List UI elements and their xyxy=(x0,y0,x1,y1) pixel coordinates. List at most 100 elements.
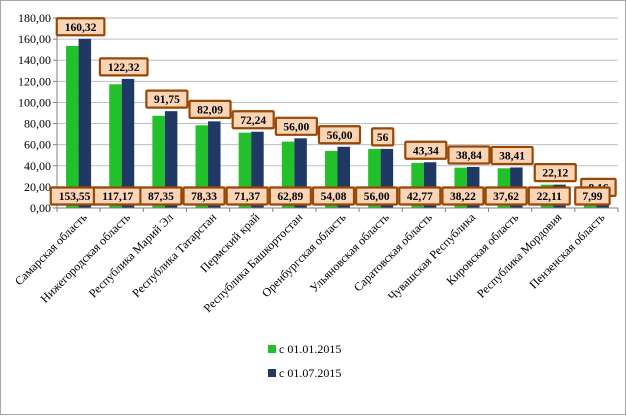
y-tick-label: 0,00 xyxy=(30,201,51,215)
y-tick-label: 180,00 xyxy=(18,11,51,25)
data-label-series-2: 122,32 xyxy=(98,57,149,77)
data-label-series-2-box xyxy=(404,140,448,160)
legend-swatch-series-2 xyxy=(268,369,276,377)
data-label-series-1-text: 38,22 xyxy=(450,191,476,203)
data-label-series-1: 38,22 xyxy=(441,186,485,206)
data-label-series-2-text: 56,00 xyxy=(283,121,309,133)
y-tick-label: 60,00 xyxy=(24,138,51,152)
data-label-series-2-text: 122,32 xyxy=(108,62,140,74)
data-label-series-1-box xyxy=(139,186,183,206)
data-label-series-1-box xyxy=(225,186,269,206)
data-label-series-2: 91,75 xyxy=(145,89,189,109)
data-label-series-1-text: 71,37 xyxy=(234,191,260,203)
data-label-series-1-text: 56,00 xyxy=(364,191,390,203)
legend-swatch-series-1 xyxy=(268,345,276,353)
data-label-series-1: 22,11 xyxy=(527,186,571,206)
data-label-series-2: 72,24 xyxy=(231,110,275,130)
data-label-series-2-box xyxy=(274,116,318,136)
data-label-series-1-box xyxy=(311,186,356,206)
data-label-series-2: 56 xyxy=(370,127,395,147)
category-label: Саратовская область xyxy=(351,210,436,295)
data-label-series-2: 22,12 xyxy=(533,163,577,183)
category-label: Кировская область xyxy=(443,210,521,288)
data-label-series-2-text: 56 xyxy=(377,132,389,144)
data-label-series-2-text: 22,12 xyxy=(542,168,568,180)
data-label-series-2-text: 72,24 xyxy=(240,115,266,127)
data-label-series-2: 160,32 xyxy=(55,17,106,37)
data-label-series-1-text: 42,77 xyxy=(407,191,433,203)
data-label-series-1: 62,89 xyxy=(268,186,312,206)
data-label-series-1-box xyxy=(484,186,528,206)
data-label-series-2-box xyxy=(533,163,577,183)
category-label: Оренбургская область xyxy=(259,210,349,300)
data-label-series-2-text: 82,09 xyxy=(197,104,223,116)
legend-label-series-1: с 01.01.2015 xyxy=(279,342,341,356)
data-label-series-2-box xyxy=(490,145,534,166)
y-tick-label: 100,00 xyxy=(18,95,51,109)
data-label-series-1-box xyxy=(182,186,226,206)
data-label-series-2-text: 38,84 xyxy=(456,150,482,162)
data-label-series-1-text: 117,17 xyxy=(102,191,133,203)
data-label-series-1: 78,33 xyxy=(182,186,226,206)
data-label-series-1: 153,55 xyxy=(49,186,100,206)
data-label-series-1-box xyxy=(527,186,571,206)
data-label-series-1: 37,62 xyxy=(484,186,528,206)
data-label-series-2: 56,00 xyxy=(274,116,318,136)
legend-label-series-2: с 01.07.2015 xyxy=(279,366,341,380)
bar-series-1 xyxy=(66,45,79,208)
data-label-series-2-text: 160,32 xyxy=(65,22,97,34)
data-label-series-1-text: 54,08 xyxy=(321,191,347,203)
data-label-series-2: 38,41 xyxy=(490,145,534,166)
bar-series-2 xyxy=(121,78,135,208)
bar-series-1 xyxy=(152,115,165,208)
data-label-series-2-text: 43,34 xyxy=(413,145,439,157)
bar-series-2 xyxy=(208,121,221,208)
y-tick-label: 120,00 xyxy=(18,74,51,88)
data-label-series-2-box xyxy=(98,57,149,77)
category-label: Пензенская область xyxy=(526,210,608,292)
bar-series-2 xyxy=(164,111,178,208)
data-label-series-2-box xyxy=(447,145,491,165)
data-label-series-1: 54,08 xyxy=(311,186,356,206)
data-label-series-1-text: 22,11 xyxy=(537,191,562,203)
data-label-series-2: 38,84 xyxy=(447,145,491,165)
data-label-series-2-text: 38,41 xyxy=(499,150,525,162)
data-label-series-2-box xyxy=(145,89,189,109)
data-label-series-2-box xyxy=(231,110,275,130)
bar-series-1 xyxy=(109,84,122,208)
bar-series-2 xyxy=(78,38,92,208)
data-label-series-1-text: 78,33 xyxy=(191,191,217,203)
data-label-series-2: 43,34 xyxy=(404,140,448,160)
data-label-series-2-box xyxy=(317,125,362,145)
data-label-series-1: 42,77 xyxy=(398,186,442,206)
category-label: Республика Мордовия xyxy=(474,210,565,301)
data-label-series-2-box xyxy=(370,127,395,147)
data-label-series-2: 82,09 xyxy=(188,99,232,119)
data-label-series-1: 117,17 xyxy=(92,186,143,206)
data-label-series-1-text: 87,35 xyxy=(148,191,174,203)
data-label-series-1: 56,00 xyxy=(355,186,399,206)
data-label-series-1-box xyxy=(441,186,485,206)
data-label-series-1-box xyxy=(355,186,399,206)
y-tick-label: 80,00 xyxy=(24,117,51,131)
data-label-series-2-box xyxy=(55,17,106,37)
data-label-series-1-text: 37,62 xyxy=(493,191,519,203)
category-label: Республика Марий Эл xyxy=(86,210,176,300)
data-label-series-1-box xyxy=(398,186,442,206)
category-label: Ульяновская область xyxy=(307,210,392,295)
data-label-series-1: 87,35 xyxy=(139,186,183,206)
data-label-series-2-text: 56,00 xyxy=(327,130,353,142)
y-tick-label: 20,00 xyxy=(24,180,51,194)
data-label-series-1: 71,37 xyxy=(225,186,269,206)
category-label: Республика Татарстан xyxy=(129,210,219,300)
data-label-series-1-text: 153,55 xyxy=(59,191,91,203)
y-tick-label: 140,00 xyxy=(18,53,51,67)
data-label-series-1-box xyxy=(574,186,611,206)
data-label-series-2-text: 91,75 xyxy=(154,94,180,106)
data-label-series-1-box xyxy=(268,186,312,206)
data-label-series-1-text: 7,99 xyxy=(582,191,602,203)
category-label: Самарская область xyxy=(12,210,90,288)
y-tick-label: 40,00 xyxy=(24,159,51,173)
